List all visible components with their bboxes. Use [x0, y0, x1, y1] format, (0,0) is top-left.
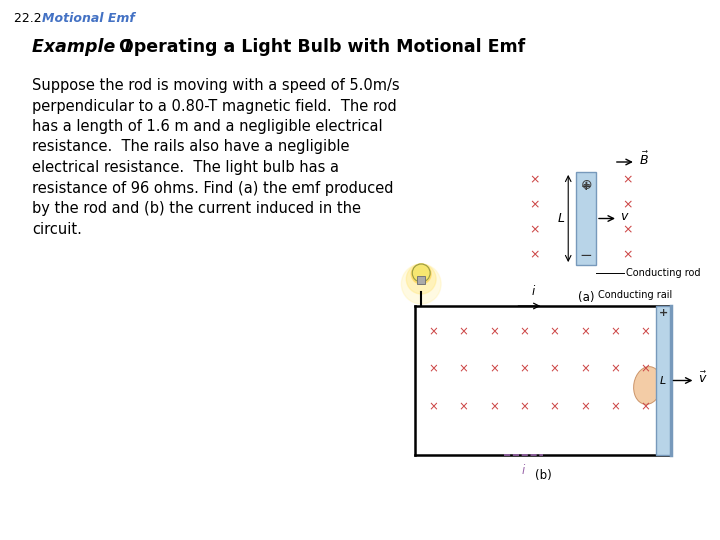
Circle shape	[413, 264, 430, 282]
Text: Operating a Light Bulb with Motional Emf: Operating a Light Bulb with Motional Emf	[113, 38, 526, 56]
Text: ×: ×	[428, 363, 438, 376]
Text: circuit.: circuit.	[32, 221, 81, 237]
Text: ×: ×	[611, 363, 620, 376]
Text: Motional Emf: Motional Emf	[42, 12, 135, 25]
Text: ×: ×	[549, 326, 559, 339]
Text: Conducting rod: Conducting rod	[626, 268, 701, 278]
Text: ×: ×	[459, 400, 469, 413]
Text: ×: ×	[489, 363, 499, 376]
Ellipse shape	[634, 367, 662, 404]
Text: $\vec{B}$: $\vec{B}$	[639, 150, 649, 167]
Text: ×: ×	[611, 400, 620, 413]
Text: ×: ×	[428, 400, 438, 413]
Text: ×: ×	[611, 326, 620, 339]
Text: ×: ×	[549, 400, 559, 413]
Text: ×: ×	[529, 224, 540, 237]
Text: ×: ×	[580, 400, 590, 413]
Text: ×: ×	[576, 224, 586, 237]
Text: ×: ×	[549, 363, 559, 376]
Text: ×: ×	[623, 224, 633, 237]
Text: resistance.  The rails also have a negligible: resistance. The rails also have a neglig…	[32, 139, 349, 154]
Bar	[417, 276, 426, 284]
Circle shape	[411, 264, 431, 284]
Text: +: +	[581, 179, 591, 192]
Text: +: +	[659, 308, 667, 318]
Text: $i$: $i$	[521, 463, 526, 477]
Text: $v$: $v$	[620, 210, 629, 223]
Bar	[576, 172, 596, 265]
Text: ×: ×	[489, 400, 499, 413]
Text: perpendicular to a 0.80-T magnetic field.  The rod: perpendicular to a 0.80-T magnetic field…	[32, 98, 397, 113]
Text: Suppose the rod is moving with a speed of 5.0m/s: Suppose the rod is moving with a speed o…	[32, 78, 400, 93]
Circle shape	[406, 264, 436, 294]
Text: −: −	[580, 247, 593, 262]
Text: Example 1: Example 1	[32, 38, 133, 56]
Text: Conducting rail: Conducting rail	[598, 290, 672, 300]
Text: ⊕: ⊕	[580, 178, 592, 192]
Text: ×: ×	[580, 326, 590, 339]
Text: ×: ×	[576, 173, 586, 186]
Text: (a): (a)	[578, 291, 594, 304]
Text: 22.2: 22.2	[14, 12, 45, 25]
Text: ×: ×	[459, 363, 469, 376]
Text: ×: ×	[580, 363, 590, 376]
Text: ×: ×	[459, 326, 469, 339]
Text: ×: ×	[641, 326, 651, 339]
Text: ×: ×	[529, 248, 540, 261]
Text: ×: ×	[623, 248, 633, 261]
Text: ×: ×	[576, 248, 586, 261]
Text: ×: ×	[519, 363, 529, 376]
Text: ×: ×	[519, 326, 529, 339]
Text: electrical resistance.  The light bulb has a: electrical resistance. The light bulb ha…	[32, 160, 339, 175]
Text: ×: ×	[489, 326, 499, 339]
Text: has a length of 1.6 m and a negligible electrical: has a length of 1.6 m and a negligible e…	[32, 119, 382, 134]
Text: $\vec{v}$: $\vec{v}$	[698, 371, 708, 386]
Bar	[656, 306, 670, 455]
Text: $L$: $L$	[660, 375, 667, 387]
Text: ×: ×	[576, 199, 586, 212]
Circle shape	[401, 264, 441, 304]
Text: by the rod and (b) the current induced in the: by the rod and (b) the current induced i…	[32, 201, 361, 216]
Text: ×: ×	[641, 400, 651, 413]
Text: ×: ×	[529, 173, 540, 186]
Text: ×: ×	[641, 363, 651, 376]
Text: ×: ×	[428, 326, 438, 339]
Text: ×: ×	[519, 400, 529, 413]
Text: resistance of 96 ohms. Find (a) the emf produced: resistance of 96 ohms. Find (a) the emf …	[32, 180, 393, 195]
Text: ×: ×	[623, 199, 633, 212]
Text: ×: ×	[529, 199, 540, 212]
Text: $L$: $L$	[557, 212, 565, 225]
Text: (b): (b)	[534, 469, 552, 482]
Text: ×: ×	[623, 173, 633, 186]
Text: $i$: $i$	[531, 284, 536, 298]
